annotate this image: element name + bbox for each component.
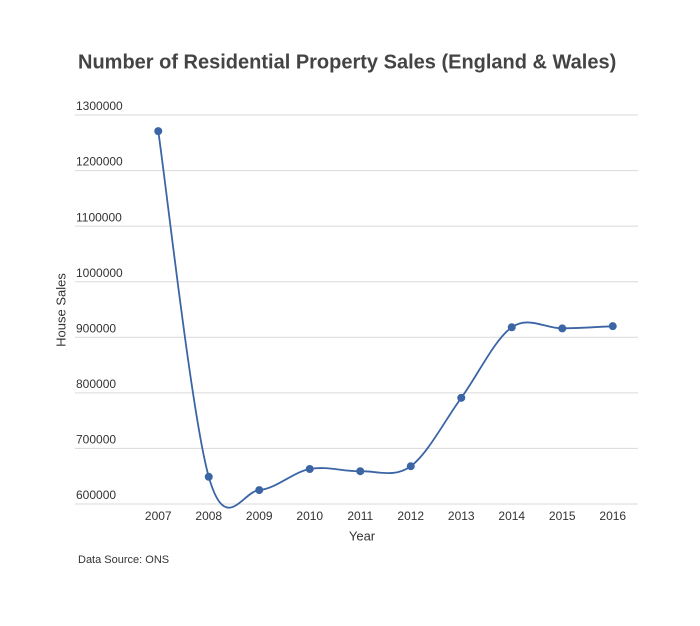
point xyxy=(406,462,415,471)
source-note: Data Source: ONS xyxy=(78,554,169,566)
point xyxy=(255,486,264,495)
x-tick-label: 2013 xyxy=(448,509,475,523)
point xyxy=(558,324,567,333)
x-tick-label: 2015 xyxy=(549,509,576,523)
x-tick-label: 2012 xyxy=(397,509,424,523)
point xyxy=(608,322,617,331)
y-tick-label: 1300000 xyxy=(76,99,123,113)
point xyxy=(507,323,516,332)
y-tick-label: 1200000 xyxy=(76,155,123,169)
point xyxy=(457,393,466,402)
x-axis-label: Year xyxy=(349,528,376,543)
series-line xyxy=(157,130,613,509)
y-tick-label: 700000 xyxy=(76,433,116,447)
y-tick-label: 600000 xyxy=(76,488,116,502)
y-tick-label: 1000000 xyxy=(76,266,123,280)
x-tick-label: 2007 xyxy=(145,509,172,523)
y-tick-label: 1100000 xyxy=(76,210,122,224)
x-tick-label: 2009 xyxy=(246,509,273,523)
y-tick-label: 800000 xyxy=(76,377,116,391)
x-tick-label: 2010 xyxy=(296,509,323,523)
x-tick-label: 2011 xyxy=(347,509,373,523)
y-tick-label: 900000 xyxy=(76,321,116,335)
point xyxy=(305,464,314,473)
chart-title: Number of Residential Property Sales (En… xyxy=(78,51,616,73)
point xyxy=(204,472,213,481)
y-axis-label: House Sales xyxy=(53,273,68,347)
point xyxy=(356,467,365,476)
point xyxy=(154,127,163,136)
x-tick-label: 2014 xyxy=(498,509,525,523)
x-tick-label: 2016 xyxy=(599,509,626,523)
x-tick-label: 2008 xyxy=(195,509,222,523)
